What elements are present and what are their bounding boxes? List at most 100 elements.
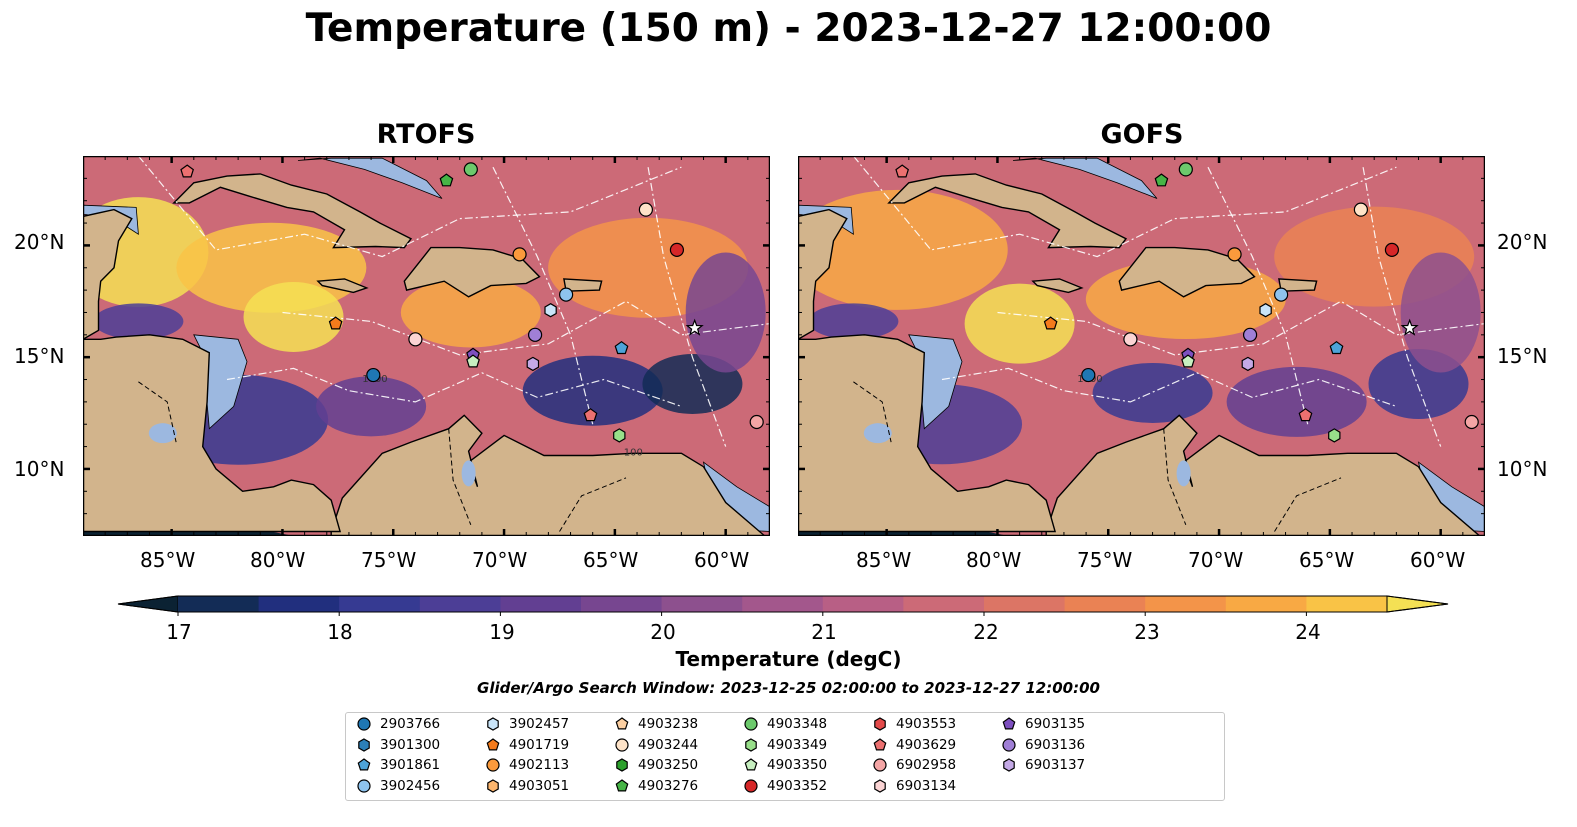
legend-marker [615,778,629,791]
float-marker-4902113 [1227,247,1242,262]
legend-item: 4903250 [614,757,698,773]
legend-marker [486,737,500,750]
map-frame [83,156,770,536]
temperature-patch [808,303,899,340]
legend-item: 4903350 [743,757,827,773]
legend-marker-shape [1003,758,1015,772]
temperature-patch [1092,362,1213,423]
x-tick-label: 70°W [1188,548,1244,572]
legend-marker [487,717,499,731]
y-tick-label-right: 10°N [1497,457,1548,481]
eez-boundary [941,367,1397,407]
colorbar-label: Temperature (degC) [675,647,902,671]
legend-label: 4903276 [638,777,699,794]
colorbar-extend-low [117,595,179,613]
legend-item: 4903244 [614,737,698,753]
country-border [853,381,892,443]
float-marker-4903244 [638,202,653,217]
panel-title-gofs: GOFS [1100,119,1184,150]
legend-marker-shape [357,717,371,731]
legend-marker-shape [357,758,371,771]
float-marker-6902958 [408,332,423,347]
y-tick-label-left: 20°N [14,230,65,254]
legend-marker-shape [744,758,758,771]
land-cuba [887,173,1128,249]
float-marker-4902113 [512,247,527,262]
y-tick-label-right: 15°N [1497,344,1548,368]
legend-marker [873,758,887,772]
search-window-text: Glider/Argo Search Window: 2023-12-25 02… [477,679,1100,697]
land-centralamerica [798,334,1057,533]
float-marker-6903136 [527,327,543,342]
colorbar-bin [1064,596,1146,612]
y-tick-label-left: 10°N [14,457,65,481]
float-marker-4903348 [1178,162,1193,177]
lake-maracaibo [1176,460,1191,487]
legend-item: 2903766 [356,716,440,732]
legend-item: 3902456 [356,778,440,794]
legend-marker-shape [616,758,628,772]
float-marker-6903135 [1400,318,1419,336]
legend-marker [874,778,886,793]
land-hispaniola [403,246,541,298]
eez-boundary [282,300,770,356]
legend-marker-shape [873,758,887,772]
float-marker-4903629 [180,164,195,178]
lake-nicaragua [863,423,892,444]
land-centralamerica [83,334,342,533]
y-tick-label-right: 20°N [1497,230,1548,254]
x-tick-label: 85°W [856,548,912,572]
country-border [138,381,177,443]
float-marker-3901861 [1329,340,1344,355]
legend-marker-shape [615,737,629,752]
colorbar-extend-high [1386,595,1449,613]
legend-marker [1002,737,1016,752]
panel-title-rtofs: RTOFS [376,119,476,150]
float-marker-3902457 [544,303,557,318]
legend-item: 4903238 [614,716,698,732]
legend-label: 6903135 [1025,716,1086,732]
land-jamaica [1031,278,1084,294]
colorbar-bin [984,596,1066,612]
legend-marker-shape [744,717,758,731]
float-marker-3902456 [1274,287,1289,302]
shelf-bahamas [1012,157,1158,199]
legend-marker [486,758,500,772]
colorbar-tick: 22 [973,620,999,644]
legend-label: 4903352 [767,777,828,794]
legend-label: 6903134 [896,777,957,794]
legend-marker [357,778,371,793]
float-marker-2903766 [1081,367,1096,383]
legend-label: 3901861 [380,757,441,773]
colorbar-tick: 24 [1295,620,1321,644]
colorbar-tick: 18 [327,620,353,644]
float-marker-4901719 [328,316,343,330]
colorbar-bin [419,596,501,612]
legend-label: 4903350 [767,757,828,773]
legend-item: 4903348 [743,716,827,732]
legend-marker [873,737,887,750]
legend-marker-shape [873,737,887,750]
lake-nicaragua [148,423,177,444]
float-marker-2903766 [366,367,381,383]
legend-marker [874,717,886,731]
legend-label: 6902958 [896,757,957,773]
float-marker-6903135 [685,318,704,336]
legend-marker-shape [874,778,886,793]
temperature-patch [400,277,541,348]
eez-boundary [1362,167,1442,447]
float-marker-3902457 [1259,303,1272,318]
legend-label: 6903137 [1025,757,1086,773]
x-tick-label: 65°W [583,548,639,572]
legend-marker-shape [615,778,629,791]
legend-marker-shape [487,778,499,793]
x-tick-label: 80°W [250,548,306,572]
float-marker-4903350 [466,354,480,368]
legend-item: 4901719 [485,737,569,753]
map-panel-gofs: 1000 [798,156,1485,536]
float-marker-6903137 [526,356,540,372]
land-southamerica [330,414,770,536]
legend-marker-shape [874,717,886,731]
legend-marker [357,758,371,771]
legend-item: 6903137 [1001,757,1085,773]
